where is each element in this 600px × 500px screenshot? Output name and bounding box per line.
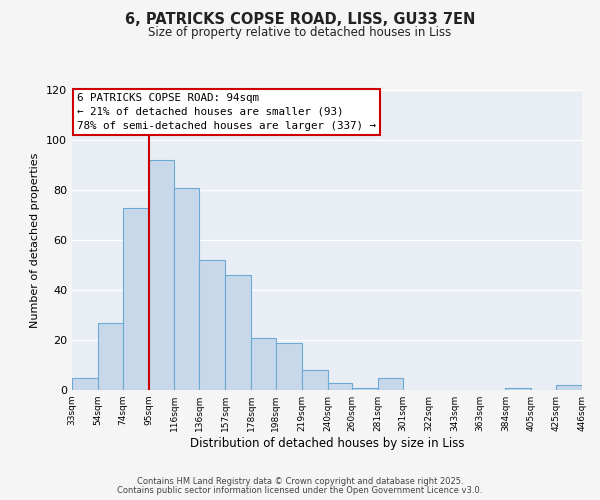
X-axis label: Distribution of detached houses by size in Liss: Distribution of detached houses by size … — [190, 437, 464, 450]
Text: Contains HM Land Registry data © Crown copyright and database right 2025.: Contains HM Land Registry data © Crown c… — [137, 477, 463, 486]
Bar — [378, 378, 403, 390]
Text: 6, PATRICKS COPSE ROAD, LISS, GU33 7EN: 6, PATRICKS COPSE ROAD, LISS, GU33 7EN — [125, 12, 475, 28]
Bar — [149, 160, 175, 390]
Bar — [225, 275, 251, 390]
Bar — [328, 382, 352, 390]
Bar — [175, 188, 199, 390]
Y-axis label: Number of detached properties: Number of detached properties — [31, 152, 40, 328]
Bar — [505, 388, 532, 390]
Bar — [72, 378, 98, 390]
Bar — [276, 342, 302, 390]
Bar — [302, 370, 328, 390]
Text: Contains public sector information licensed under the Open Government Licence v3: Contains public sector information licen… — [118, 486, 482, 495]
Text: 6 PATRICKS COPSE ROAD: 94sqm
← 21% of detached houses are smaller (93)
78% of se: 6 PATRICKS COPSE ROAD: 94sqm ← 21% of de… — [77, 93, 376, 131]
Bar — [122, 208, 149, 390]
Bar — [352, 388, 378, 390]
Bar — [556, 385, 582, 390]
Text: Size of property relative to detached houses in Liss: Size of property relative to detached ho… — [148, 26, 452, 39]
Bar — [199, 260, 225, 390]
Bar — [251, 338, 276, 390]
Bar — [98, 322, 122, 390]
